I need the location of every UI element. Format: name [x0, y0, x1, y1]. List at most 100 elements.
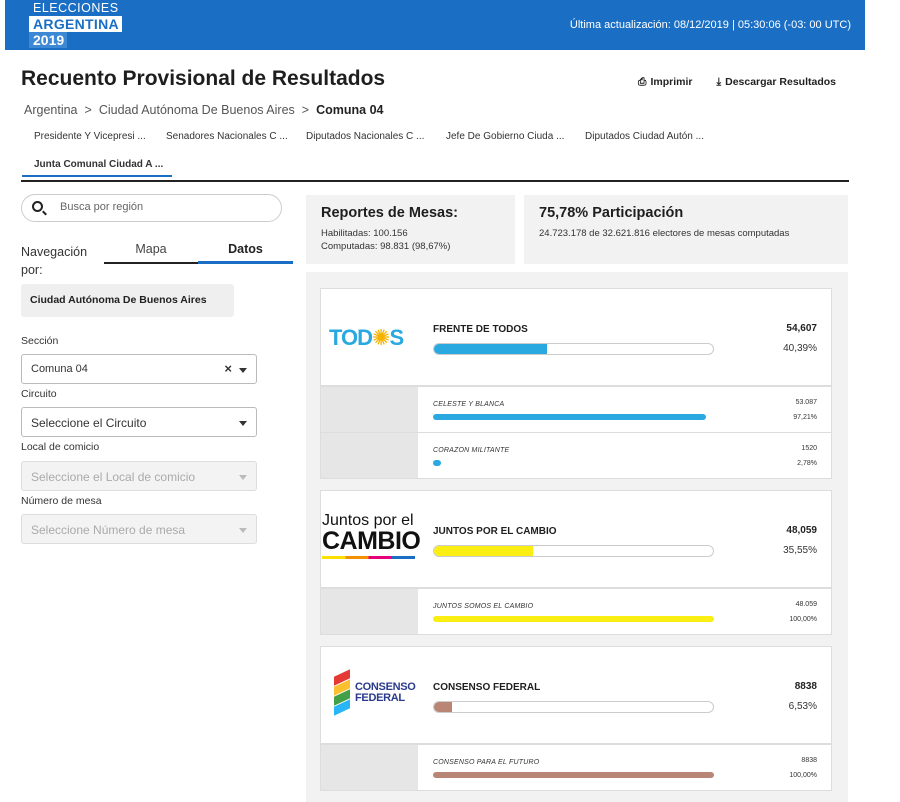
mesas-habilitadas: Habilitadas: 100.156 — [321, 228, 408, 239]
mesa-select: Seleccione Número de mesa — [21, 514, 257, 544]
tab-senadores[interactable]: Senadores Nacionales C ... — [166, 131, 288, 142]
list-bar — [433, 616, 714, 622]
chevron-down-icon — [239, 475, 247, 480]
list-bar — [433, 772, 714, 778]
tab-mapa[interactable]: Mapa — [104, 242, 198, 264]
page-title: Recuento Provisional de Resultados — [21, 67, 386, 90]
cf-logo-text-bottom: FEDERAL — [355, 692, 405, 704]
tab-presidente[interactable]: Presidente Y Vicepresi ... — [34, 131, 146, 142]
party-name: FRENTE DE TODOS — [433, 324, 528, 335]
party-votes: 48,059 — [786, 525, 817, 536]
breadcrumb-separator: > — [84, 103, 92, 117]
navigation-label: Navegación por: — [21, 245, 88, 277]
jpc-logo-text-bottom: CAMBIO — [322, 527, 421, 555]
list-spacer — [321, 387, 418, 432]
party-card[interactable]: CONSENSO FEDERAL CONSENSO FEDERAL 8838 6… — [320, 646, 832, 791]
breadcrumb: Argentina > Ciudad Autónoma De Buenos Ai… — [24, 103, 384, 117]
juntos-por-el-cambio-logo: Juntos por el CAMBIO — [321, 491, 421, 588]
list-row[interactable]: CONSENSO PARA EL FUTURO 8838 100,00% — [321, 744, 831, 790]
party-name: JUNTOS POR EL CAMBIO — [433, 526, 557, 537]
party-card[interactable]: TOD✺S FRENTE DE TODOS 54,607 40,39% CELE… — [320, 288, 832, 479]
printer-icon: ⎙ — [638, 76, 647, 88]
list-votes: 53.087 — [795, 399, 817, 406]
logo-line-3: 2019 — [29, 32, 67, 48]
breadcrumb-item-caba[interactable]: Ciudad Autónoma De Buenos Aires — [98, 103, 295, 117]
list-row[interactable]: CORAZON MILITANTE 1520 2,78% — [321, 432, 831, 478]
party-votes: 8838 — [794, 681, 817, 692]
selected-region[interactable]: Ciudad Autónoma De Buenos Aires — [21, 284, 234, 317]
list-name: CELESTE Y BLANCA — [433, 401, 505, 408]
last-update: Última actualización: 08/12/2019 | 05:30… — [569, 19, 851, 31]
list-spacer — [321, 433, 418, 478]
download-button[interactable]: ⤓ Descargar Resultados — [716, 76, 836, 89]
party-bar-fill — [434, 344, 547, 354]
list-votes: 1520 — [801, 445, 817, 452]
party-row[interactable]: Juntos por el CAMBIO JUNTOS POR EL CAMBI… — [321, 491, 831, 588]
list-percentage: 100,00% — [789, 772, 817, 779]
list-votes: 8838 — [801, 757, 817, 764]
page-actions: ⎙ Imprimir ⤓ Descargar Resultados — [638, 76, 836, 89]
party-bar — [433, 701, 714, 713]
local-select: Seleccione el Local de comicio — [21, 461, 257, 491]
party-row[interactable]: TOD✺S FRENTE DE TODOS 54,607 40,39% — [321, 289, 831, 386]
list-row[interactable]: JUNTOS SOMOS EL CAMBIO 48.059 100,00% — [321, 588, 831, 634]
list-spacer — [321, 745, 418, 790]
todos-logo-text: TOD — [329, 325, 373, 350]
chevron-down-icon[interactable] — [239, 421, 247, 426]
chevron-down-icon[interactable] — [239, 368, 247, 373]
region-search[interactable] — [21, 194, 282, 222]
list-votes: 48.059 — [795, 601, 817, 608]
tab-diputados-nacionales[interactable]: Diputados Nacionales C ... — [306, 131, 425, 142]
sun-icon: ✺ — [372, 325, 390, 350]
list-percentage: 2,78% — [797, 460, 817, 467]
participation-report: 75,78% Participación 24.723.178 de 32.62… — [524, 195, 848, 264]
party-percentage: 6,53% — [788, 701, 817, 712]
tab-jefe-de-gobierno[interactable]: Jefe De Gobierno Ciuda ... — [446, 131, 565, 142]
search-icon — [32, 201, 43, 212]
party-percentage: 35,55% — [783, 545, 817, 556]
jpc-logo-stripe — [322, 556, 415, 559]
party-name: CONSENSO FEDERAL — [433, 682, 541, 693]
breadcrumb-current: Comuna 04 — [316, 103, 384, 117]
seccion-select[interactable]: Comuna 04 × — [21, 354, 257, 384]
jpc-logo-text-top: Juntos por el — [322, 512, 414, 529]
todos-logo-text-end: S — [389, 325, 404, 350]
participation-electors: 24.723.178 de 32.621.816 electores de me… — [539, 228, 790, 239]
mesa-label: Número de mesa — [21, 495, 102, 507]
list-row[interactable]: CELESTE Y BLANCA 53.087 97,21% — [321, 386, 831, 432]
party-card[interactable]: Juntos por el CAMBIO JUNTOS POR EL CAMBI… — [320, 490, 832, 635]
mesas-computadas: Computadas: 98.831 (98,67%) — [321, 241, 451, 252]
breadcrumb-item-argentina[interactable]: Argentina — [24, 103, 78, 117]
mesas-report: Reportes de Mesas: Habilitadas: 100.156 … — [306, 195, 515, 264]
circuito-placeholder: Seleccione el Circuito — [31, 416, 147, 430]
results-panel: TOD✺S FRENTE DE TODOS 54,607 40,39% CELE… — [306, 272, 848, 802]
tab-diputados-ciudad[interactable]: Diputados Ciudad Autón ... — [585, 131, 704, 142]
party-percentage: 40,39% — [783, 343, 817, 354]
elecciones-logo[interactable]: ELECCIONES ARGENTINA 2019 — [29, 0, 122, 48]
list-percentage: 100,00% — [789, 616, 817, 623]
tab-junta-comunal[interactable]: Junta Comunal Ciudad A ... — [22, 154, 172, 177]
tab-datos[interactable]: Datos — [198, 242, 293, 264]
party-bar — [433, 545, 714, 557]
participation-title: 75,78% Participación — [539, 205, 684, 221]
download-icon: ⤓ — [716, 76, 722, 88]
consenso-federal-logo: CONSENSO FEDERAL — [321, 647, 418, 744]
seccion-value: Comuna 04 — [31, 363, 88, 375]
print-button[interactable]: ⎙ Imprimir — [638, 76, 692, 89]
consenso-federal-mark-icon — [333, 669, 351, 716]
list-percentage: 97,21% — [793, 414, 817, 421]
clear-icon[interactable]: × — [224, 361, 232, 376]
party-votes: 54,607 — [786, 323, 817, 334]
logo-line-2: ARGENTINA — [29, 16, 122, 32]
top-bar: ELECCIONES ARGENTINA 2019 Última actuali… — [5, 0, 865, 50]
logo-line-1: ELECCIONES — [33, 1, 119, 15]
party-row[interactable]: CONSENSO FEDERAL CONSENSO FEDERAL 8838 6… — [321, 647, 831, 744]
local-placeholder: Seleccione el Local de comicio — [31, 470, 196, 484]
chevron-down-icon — [239, 528, 247, 533]
party-bar — [433, 343, 714, 355]
list-spacer — [321, 589, 418, 634]
circuito-select[interactable]: Seleccione el Circuito — [21, 407, 257, 437]
party-bar-fill — [434, 546, 534, 556]
download-label: Descargar Resultados — [725, 76, 836, 88]
search-input[interactable] — [60, 201, 260, 213]
